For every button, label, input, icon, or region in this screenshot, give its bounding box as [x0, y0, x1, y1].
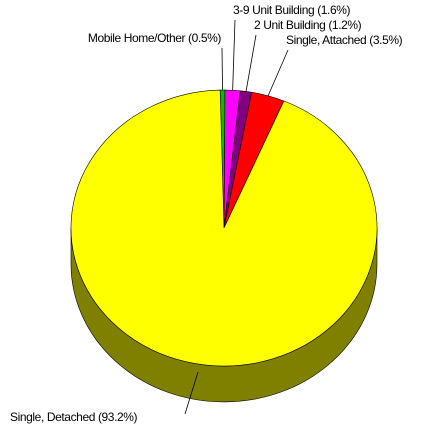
- data-label: Single, Detached (93.2%): [10, 410, 138, 424]
- value-label: (0.5%): [188, 31, 221, 45]
- leader-line: [221, 47, 223, 91]
- leader-line: [184, 371, 199, 415]
- data-label: 2 Unit Building (1.2%): [254, 18, 362, 32]
- leader-line: [267, 49, 289, 97]
- leader-line: [232, 19, 236, 91]
- leader-line: [245, 34, 257, 92]
- value-label: (3.5%): [369, 33, 402, 47]
- data-label: 3-9 Unit Building (1.6%): [233, 3, 351, 17]
- category-label: Single, Detached: [10, 410, 95, 424]
- data-label: Single, Attached (3.5%): [286, 33, 403, 47]
- category-label: 3-9 Unit Building: [233, 3, 314, 17]
- category-label: Mobile Home/Other: [88, 31, 186, 45]
- category-label: Single, Attached: [286, 33, 366, 47]
- category-label: 2 Unit Building: [254, 18, 325, 32]
- value-label: (93.2%): [98, 410, 138, 424]
- value-label: (1.6%): [317, 3, 350, 17]
- value-label: (1.2%): [328, 18, 361, 32]
- pie-slice: [70, 89, 378, 367]
- data-label: Mobile Home/Other (0.5%): [88, 31, 222, 45]
